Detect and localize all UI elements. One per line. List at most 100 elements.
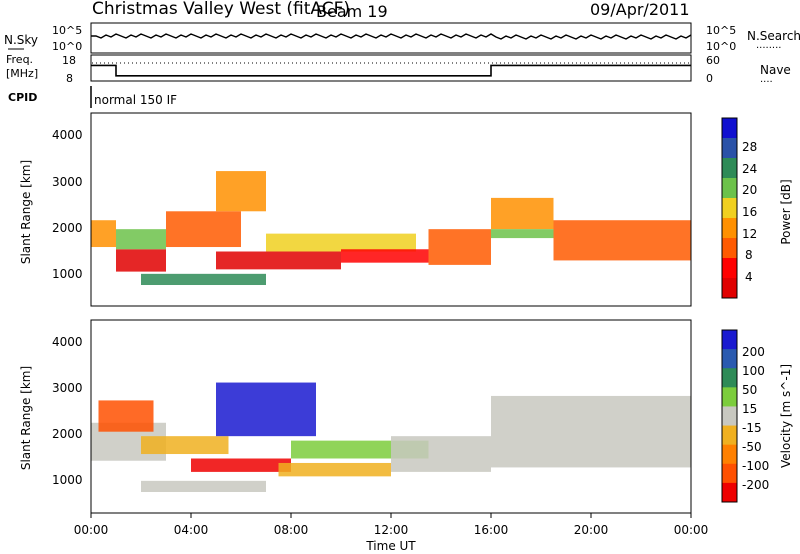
velocity-regions-cell-4 [191,458,291,472]
velocity-ytick-1000: 1000 [52,473,83,487]
noise-right-tick-bottom: 10^0 [706,40,736,53]
power-regions-cell-0 [91,220,116,248]
freq-left-tick-top: 18 [62,54,76,67]
velocity-regions-cell-8 [141,480,266,493]
power-ytick-3000: 3000 [52,175,83,189]
power-regions-cell-7 [266,233,416,252]
power-regions-cell-8 [341,249,429,263]
velocity-colorbar-swatch-6 [722,444,737,465]
power-cbar-tick-8: 8 [745,248,753,262]
velocity-colorbar-swatch-1 [722,349,737,369]
velocity-regions-cell-2 [141,436,229,455]
velocity-colorbar-frame [721,329,738,503]
power-ytick-2000: 2000 [52,221,83,235]
power-colorbar-swatch-3 [722,178,737,199]
velocity-colorbar [722,330,737,503]
velocity-colorbar-swatch-3 [722,387,737,407]
freq-left-tick-bottom: 8 [66,72,73,85]
time-tick-label-3: 12:00 [374,523,409,537]
cpid-mode: normal 150 IF [94,93,177,107]
velocity-cbar-tick-200: 200 [742,345,765,359]
power-regions-cell-2 [116,229,166,250]
velocity-cbar-tick-100: 100 [742,364,765,378]
velocity-colorbar-swatch-7 [722,463,737,484]
velocity-cbar-tick-m15: -15 [742,421,762,435]
velocity-regions-cell-1 [98,400,154,432]
power-panel-border [90,112,692,307]
velocity-data [91,382,691,493]
power-cbar-tick-4: 4 [745,270,753,284]
velocity-colorbar-swatch-2 [722,368,737,388]
power-colorbar-label: Power [dB] [779,179,793,244]
time-tick-label-6: 00:00 [674,523,709,537]
power-colorbar-swatch-2 [722,158,737,179]
velocity-cbar-tick-m200: -200 [742,478,769,492]
power-colorbar-frame [721,117,738,299]
velocity-cbar-tick-50: 50 [742,383,757,397]
power-regions-cell-6 [216,251,341,270]
power-colorbar-swatch-0 [722,118,737,139]
time-tick-label-0: 00:00 [74,523,109,537]
power-data [91,171,691,286]
nave-label-dots: .... [760,74,773,85]
time-axis-label: Time UT [365,539,416,553]
time-tick-label-1: 04:00 [174,523,209,537]
power-colorbar [722,118,737,299]
power-colorbar-swatch-7 [722,258,737,279]
power-regions-cell-5 [141,273,266,286]
date-label: 09/Apr/2011 [590,0,690,19]
velocity-ytick-2000: 2000 [52,427,83,441]
time-tick-label-4: 16:00 [474,523,509,537]
noise-right-label: N.Search [747,29,800,43]
frequency-step-line [91,64,691,77]
power-ylabel: Slant Range [km] [19,160,33,264]
power-regions-cell-9 [428,229,491,265]
power-ytick-4000: 4000 [52,128,83,142]
noise-right-tick-top: 10^5 [706,24,736,37]
power-cbar-tick-16: 16 [742,205,757,219]
power-regions-cell-11 [491,229,554,239]
noise-trace [91,33,692,40]
velocity-ytick-4000: 4000 [52,335,83,349]
freq-label-line1: Freq. [6,53,33,66]
noise-right-label-dots: ........ [756,40,781,51]
power-colorbar-swatch-1 [722,138,737,159]
freq-label-line2: [MHz] [6,67,38,80]
power-regions-cell-12 [553,220,691,261]
velocity-colorbar-swatch-8 [722,482,737,503]
power-colorbar-swatch-6 [722,238,737,259]
power-regions-cell-4 [216,171,266,212]
chart-title: Christmas Valley West (fitACF) [92,0,350,19]
power-regions-cell-3 [166,211,241,248]
time-tick-label-5: 20:00 [574,523,609,537]
freq-right-tick-top: 60 [706,54,720,67]
velocity-regions-cell-3 [216,382,316,437]
power-colorbar-swatch-4 [722,198,737,219]
velocity-cbar-tick-m100: -100 [742,459,769,473]
power-regions-cell-10 [491,197,554,230]
power-colorbar-swatch-8 [722,278,737,299]
velocity-regions-cell-7 [391,436,491,472]
noise-left-tick-bottom: 10^0 [52,40,82,53]
power-ytick-1000: 1000 [52,267,83,281]
cpid-label: CPID [8,91,37,104]
power-regions-cell-1 [116,249,166,272]
power-colorbar-swatch-5 [722,218,737,239]
beam-label: Beam 19 [316,2,388,21]
velocity-colorbar-swatch-5 [722,425,737,446]
velocity-cbar-tick-15: 15 [742,402,757,416]
time-tick-label-2: 08:00 [274,523,309,537]
noise-panel-frame [90,22,692,54]
noise-left-tick-top: 10^5 [52,24,82,37]
noise-left-label: N.Sky [4,33,38,47]
velocity-colorbar-swatch-4 [722,406,737,427]
power-cbar-tick-28: 28 [742,140,757,154]
freq-right-tick-bottom: 0 [706,72,713,85]
power-cbar-tick-12: 12 [742,227,757,241]
velocity-regions-cell-9 [491,395,691,468]
noise-trace-line [91,33,692,40]
velocity-ytick-3000: 3000 [52,381,83,395]
freq-panel-frame [90,54,692,82]
velocity-regions-cell-6 [278,462,391,477]
